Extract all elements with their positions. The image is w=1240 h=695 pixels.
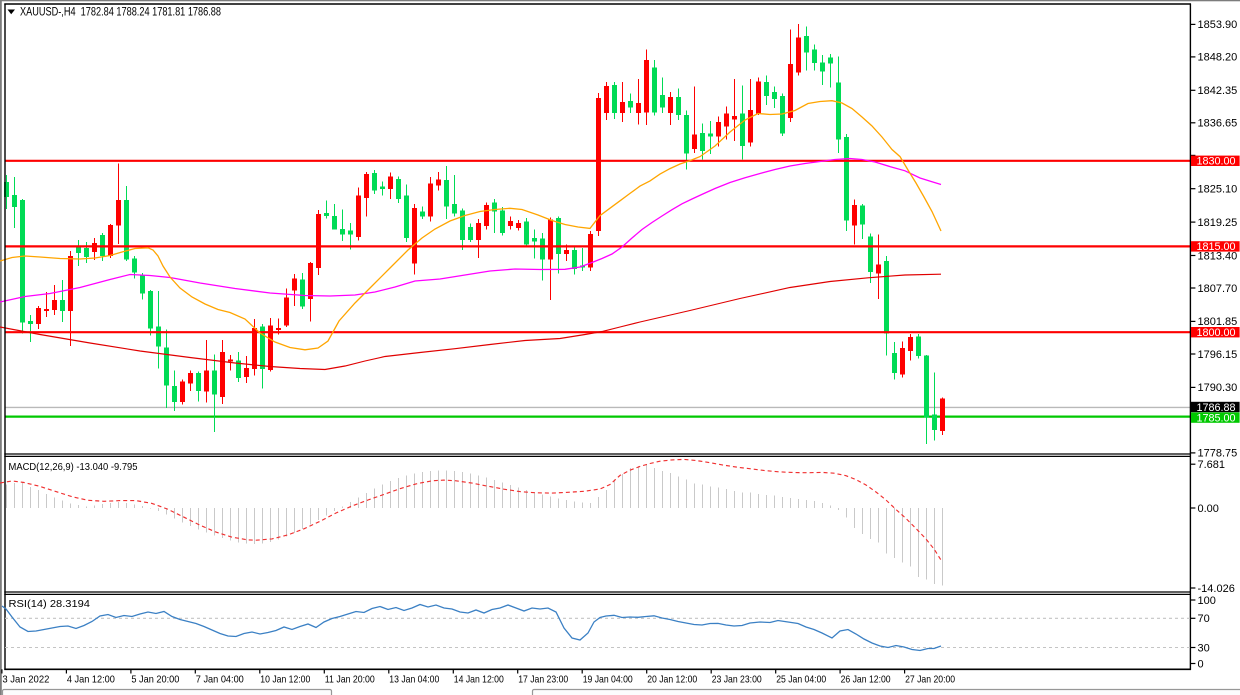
svg-text:17 Jan 23:00: 17 Jan 23:00 bbox=[518, 675, 568, 686]
svg-text:70: 70 bbox=[1198, 613, 1210, 625]
svg-text:23 Jan 23:00: 23 Jan 23:00 bbox=[712, 675, 762, 686]
svg-text:0: 0 bbox=[1198, 658, 1204, 670]
svg-text:30: 30 bbox=[1198, 642, 1210, 654]
svg-text:1819.25: 1819.25 bbox=[1198, 217, 1238, 229]
svg-text:1853.90: 1853.90 bbox=[1198, 19, 1238, 31]
svg-text:27 Jan 20:00: 27 Jan 20:00 bbox=[905, 675, 955, 686]
svg-text:19 Jan 04:00: 19 Jan 04:00 bbox=[583, 675, 633, 686]
svg-text:1786.88: 1786.88 bbox=[1197, 402, 1236, 414]
svg-text:0.00: 0.00 bbox=[1198, 503, 1219, 515]
svg-text:100: 100 bbox=[1198, 595, 1216, 607]
svg-text:1796.15: 1796.15 bbox=[1198, 349, 1238, 361]
svg-text:1813.40: 1813.40 bbox=[1198, 250, 1238, 262]
svg-text:3 Jan 2022: 3 Jan 2022 bbox=[2, 675, 49, 686]
svg-text:25 Jan 04:00: 25 Jan 04:00 bbox=[776, 675, 826, 686]
svg-text:RSI(14) 28.3194: RSI(14) 28.3194 bbox=[9, 598, 91, 610]
svg-text:1800.00: 1800.00 bbox=[1197, 327, 1236, 339]
svg-text:XAUUSD-,H4 1782.84 1788.24 17: XAUUSD-,H4 1782.84 1788.24 1781.81 1786.… bbox=[20, 7, 221, 19]
svg-text:1807.70: 1807.70 bbox=[1198, 283, 1238, 295]
svg-text:7.681: 7.681 bbox=[1198, 459, 1226, 471]
svg-text:1836.65: 1836.65 bbox=[1198, 118, 1238, 130]
svg-text:1830.00: 1830.00 bbox=[1197, 156, 1236, 168]
svg-text:7 Jan 04:00: 7 Jan 04:00 bbox=[196, 675, 244, 686]
svg-text:1778.75: 1778.75 bbox=[1198, 448, 1238, 460]
svg-text:1842.35: 1842.35 bbox=[1198, 85, 1238, 97]
svg-text:4 Jan 12:00: 4 Jan 12:00 bbox=[67, 675, 115, 686]
svg-text:13 Jan 04:00: 13 Jan 04:00 bbox=[389, 675, 439, 686]
svg-text:10 Jan 12:00: 10 Jan 12:00 bbox=[260, 675, 310, 686]
svg-text:1815.00: 1815.00 bbox=[1197, 241, 1236, 253]
svg-text:1801.85: 1801.85 bbox=[1198, 316, 1238, 328]
svg-text:1785.00: 1785.00 bbox=[1197, 412, 1236, 424]
svg-text:1790.30: 1790.30 bbox=[1198, 382, 1238, 394]
svg-text:11 Jan 20:00: 11 Jan 20:00 bbox=[325, 675, 375, 686]
svg-text:14 Jan 12:00: 14 Jan 12:00 bbox=[454, 675, 504, 686]
svg-text:1825.10: 1825.10 bbox=[1198, 184, 1238, 196]
svg-text:20 Jan 12:00: 20 Jan 12:00 bbox=[647, 675, 697, 686]
svg-text:MACD(12,26,9) -13.040 -9.795: MACD(12,26,9) -13.040 -9.795 bbox=[9, 461, 138, 473]
svg-text:-14.026: -14.026 bbox=[1198, 583, 1235, 595]
svg-text:5 Jan 20:00: 5 Jan 20:00 bbox=[131, 675, 179, 686]
svg-text:26 Jan 12:00: 26 Jan 12:00 bbox=[841, 675, 891, 686]
svg-text:1848.20: 1848.20 bbox=[1198, 52, 1238, 64]
